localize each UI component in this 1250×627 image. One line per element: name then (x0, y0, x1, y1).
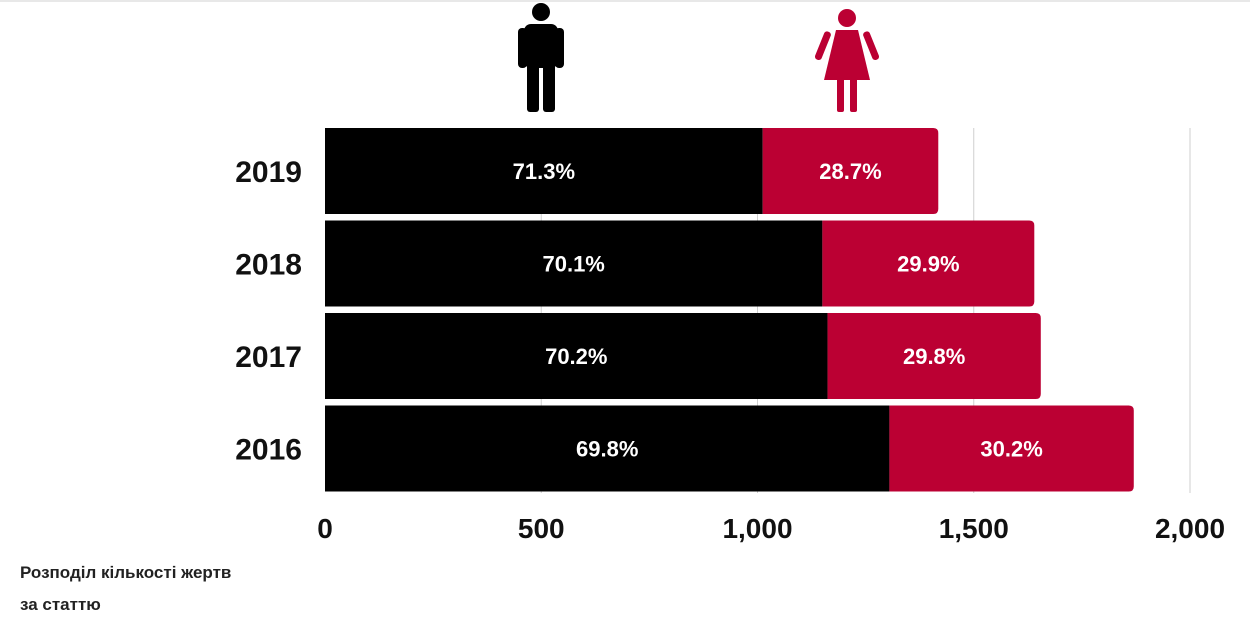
top-divider (0, 0, 1250, 2)
bar-segment (762, 128, 939, 214)
bar-segment (325, 128, 763, 214)
bar-segment (889, 405, 1134, 492)
bar-data-label: 29.8% (903, 344, 965, 369)
x-tick-label: 2,000 (1155, 513, 1225, 544)
caption-line-2: за статтю (20, 595, 101, 614)
female-figure-icon (814, 9, 880, 112)
bar-data-label: 70.1% (542, 252, 604, 277)
bar-data-label: 29.9% (897, 252, 959, 277)
x-tick-label: 500 (518, 513, 565, 544)
bar-data-label: 69.8% (576, 437, 638, 462)
male-figure-icon (518, 3, 564, 112)
bar-data-label: 30.2% (980, 437, 1042, 462)
bar-data-label: 70.2% (545, 344, 607, 369)
bar-segment (325, 313, 828, 399)
caption-line-1: Розподіл кількості жертв (20, 563, 232, 582)
year-label: 2017 (235, 341, 302, 374)
year-label: 2019 (235, 156, 302, 189)
bar-data-label: 71.3% (513, 159, 575, 184)
bar-segment (827, 313, 1041, 399)
bar-segment (822, 220, 1035, 307)
x-tick-label: 1,000 (722, 513, 792, 544)
bar-segment (325, 405, 890, 492)
year-label: 2016 (235, 434, 302, 467)
bar-data-label: 28.7% (819, 159, 881, 184)
x-tick-label: 0 (317, 513, 333, 544)
year-label: 2018 (235, 249, 302, 282)
bar-segment (325, 220, 823, 307)
chart-caption: Розподіл кількості жертв за статтю (20, 557, 340, 621)
gender-victims-bar-chart: 2019 71.3% 28.7% 2018 70.1% 29.9% 2017 70.2% 29.… (235, 3, 1225, 544)
x-tick-label: 1,500 (939, 513, 1009, 544)
